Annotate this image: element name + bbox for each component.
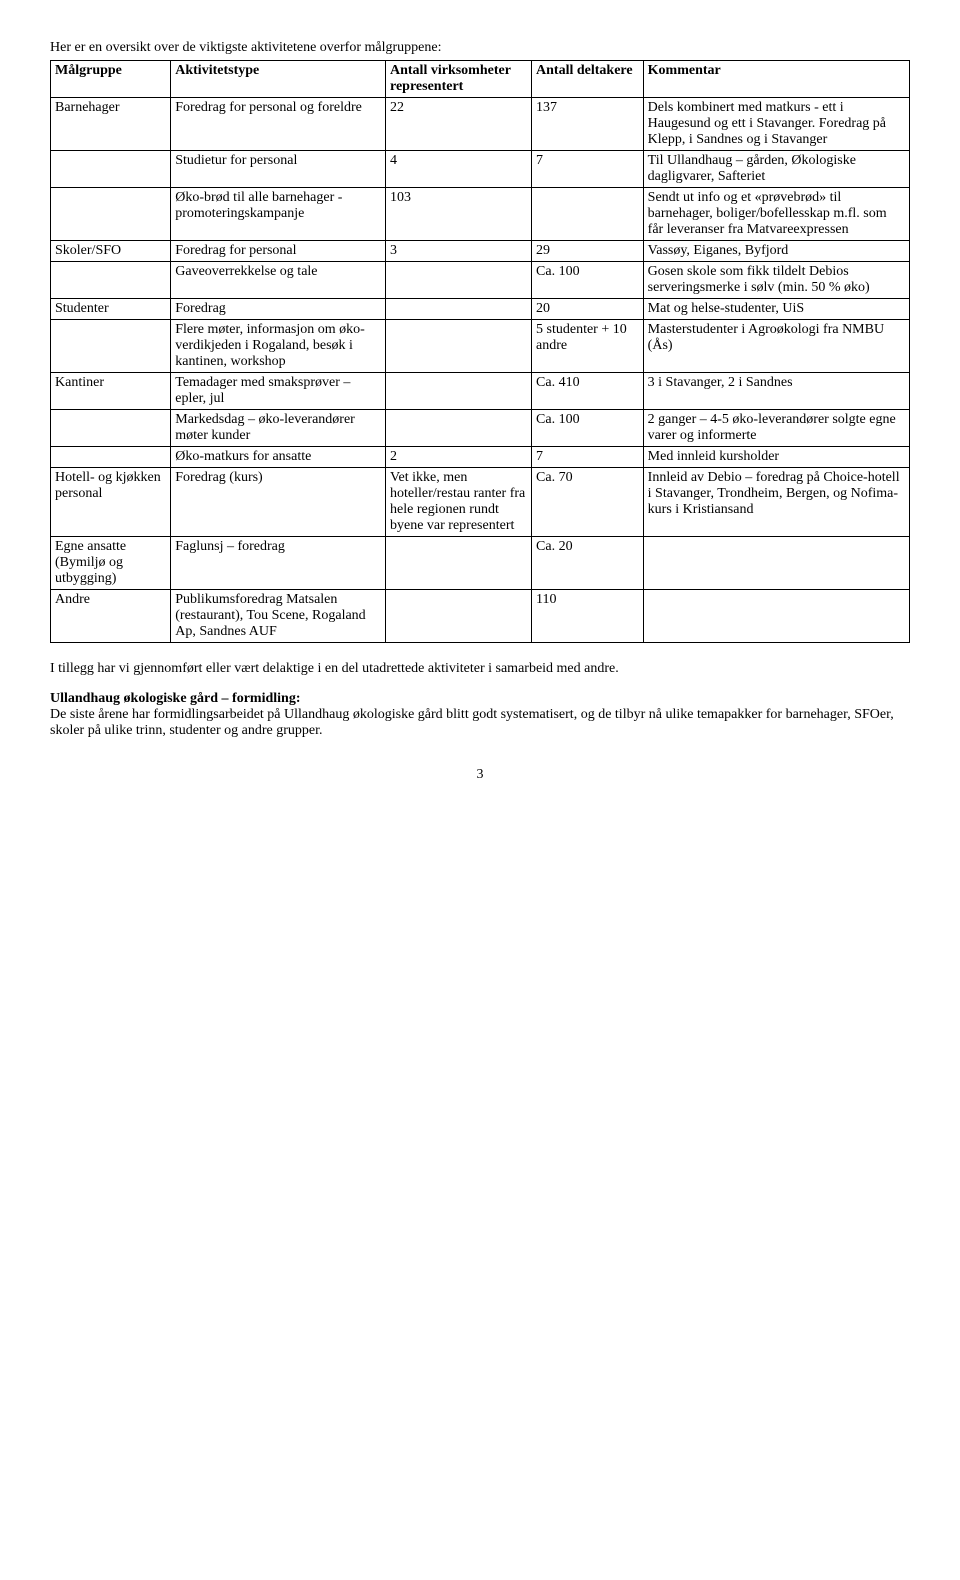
section-body: De siste årene har formidlingsarbeidet p…	[50, 707, 894, 738]
table-cell: Øko-matkurs for ansatte	[171, 447, 386, 468]
table-row: Studietur for personal47Til Ullandhaug –…	[51, 151, 910, 188]
table-row: Øko-brød til alle barnehager - promoteri…	[51, 188, 910, 241]
table-cell: 3	[386, 241, 532, 262]
section-ullandhaug: Ullandhaug økologiske gård – formidling:…	[50, 691, 910, 739]
table-cell: Gaveoverrekkelse og tale	[171, 262, 386, 299]
table-cell: Kantiner	[51, 373, 171, 410]
table-row: Flere møter, informasjon om øko-verdikje…	[51, 320, 910, 373]
table-cell: Ca. 410	[532, 373, 644, 410]
table-cell	[386, 410, 532, 447]
header-virksomheter: Antall virksomheter representert	[386, 61, 532, 98]
table-cell	[51, 410, 171, 447]
table-cell: 103	[386, 188, 532, 241]
table-cell	[386, 373, 532, 410]
table-cell: Foredrag for personal	[171, 241, 386, 262]
table-cell	[51, 262, 171, 299]
table-row: KantinerTemadager med smaksprøver – eple…	[51, 373, 910, 410]
after-paragraph: I tillegg har vi gjennomført eller vært …	[50, 661, 910, 677]
table-cell: 2	[386, 447, 532, 468]
table-cell: 4	[386, 151, 532, 188]
header-malgruppe: Målgruppe	[51, 61, 171, 98]
table-cell	[643, 537, 909, 590]
table-cell: 22	[386, 98, 532, 151]
table-row: AndrePublikumsforedrag Matsalen (restaur…	[51, 590, 910, 643]
table-cell: Ca. 100	[532, 262, 644, 299]
table-header-row: Målgruppe Aktivitetstype Antall virksomh…	[51, 61, 910, 98]
table-cell: Temadager med smaksprøver – epler, jul	[171, 373, 386, 410]
table-cell: 7	[532, 151, 644, 188]
table-cell: Andre	[51, 590, 171, 643]
table-cell	[643, 590, 909, 643]
table-cell: Ca. 20	[532, 537, 644, 590]
table-cell: Studenter	[51, 299, 171, 320]
table-cell: Med innleid kursholder	[643, 447, 909, 468]
table-cell: Foredrag	[171, 299, 386, 320]
table-cell: Barnehager	[51, 98, 171, 151]
table-cell: Foredrag (kurs)	[171, 468, 386, 537]
table-cell	[386, 299, 532, 320]
activities-table: Målgruppe Aktivitetstype Antall virksomh…	[50, 60, 910, 643]
table-cell: Skoler/SFO	[51, 241, 171, 262]
table-row: Skoler/SFOForedrag for personal329Vassøy…	[51, 241, 910, 262]
page-number: 3	[50, 767, 910, 783]
table-cell	[51, 320, 171, 373]
table-row: Markedsdag – øko-leverandører møter kund…	[51, 410, 910, 447]
table-cell: Vassøy, Eiganes, Byfjord	[643, 241, 909, 262]
table-row: Egne ansatte (Bymiljø og utbygging)Faglu…	[51, 537, 910, 590]
table-cell: Mat og helse-studenter, UiS	[643, 299, 909, 320]
header-aktivitetstype: Aktivitetstype	[171, 61, 386, 98]
table-body: BarnehagerForedrag for personal og forel…	[51, 98, 910, 643]
table-row: StudenterForedrag 20Mat og helse-studente…	[51, 299, 910, 320]
intro-text: Her er en oversikt over de viktigste akt…	[50, 40, 910, 56]
table-cell: Hotell- og kjøkken personal	[51, 468, 171, 537]
table-cell	[386, 537, 532, 590]
table-row: Hotell- og kjøkken personalForedrag (kur…	[51, 468, 910, 537]
table-cell: 29	[532, 241, 644, 262]
table-cell: 20	[532, 299, 644, 320]
table-cell	[51, 151, 171, 188]
table-cell: 5 studenter + 10 andre	[532, 320, 644, 373]
table-cell: 7	[532, 447, 644, 468]
table-cell: 137	[532, 98, 644, 151]
table-cell: Sendt ut info og et «prøvebrød» til barn…	[643, 188, 909, 241]
section-heading: Ullandhaug økologiske gård – formidling:	[50, 691, 301, 706]
table-cell: 3 i Stavanger, 2 i Sandnes	[643, 373, 909, 410]
table-cell	[51, 447, 171, 468]
table-cell: Ca. 100	[532, 410, 644, 447]
table-cell: Dels kombinert med matkurs - ett i Hauge…	[643, 98, 909, 151]
header-deltakere: Antall deltakere	[532, 61, 644, 98]
table-cell	[386, 320, 532, 373]
table-cell: Egne ansatte (Bymiljø og utbygging)	[51, 537, 171, 590]
table-cell: Masterstudenter i Agroøkologi fra NMBU (…	[643, 320, 909, 373]
table-row: Øko-matkurs for ansatte27Med innleid kur…	[51, 447, 910, 468]
table-cell: Innleid av Debio – foredrag på Choice-ho…	[643, 468, 909, 537]
table-cell: Foredrag for personal og foreldre	[171, 98, 386, 151]
table-cell	[532, 188, 644, 241]
table-cell	[51, 188, 171, 241]
table-cell: Flere møter, informasjon om øko-verdikje…	[171, 320, 386, 373]
table-cell: Vet ikke, men hoteller/restau ranter fra…	[386, 468, 532, 537]
table-cell	[386, 262, 532, 299]
table-cell: Øko-brød til alle barnehager - promoteri…	[171, 188, 386, 241]
table-cell: 110	[532, 590, 644, 643]
table-cell: Publikumsforedrag Matsalen (restaurant),…	[171, 590, 386, 643]
table-cell: Ca. 70	[532, 468, 644, 537]
table-cell: Studietur for personal	[171, 151, 386, 188]
table-cell: Markedsdag – øko-leverandører møter kund…	[171, 410, 386, 447]
table-cell: Gosen skole som fikk tildelt Debios serv…	[643, 262, 909, 299]
table-cell	[386, 590, 532, 643]
header-kommentar: Kommentar	[643, 61, 909, 98]
table-cell: Til Ullandhaug – gården, Økologiske dagl…	[643, 151, 909, 188]
table-cell: Faglunsj – foredrag	[171, 537, 386, 590]
table-row: BarnehagerForedrag for personal og forel…	[51, 98, 910, 151]
table-row: Gaveoverrekkelse og tale Ca. 100Gosen sko…	[51, 262, 910, 299]
table-cell: 2 ganger – 4-5 øko-leverandører solgte e…	[643, 410, 909, 447]
